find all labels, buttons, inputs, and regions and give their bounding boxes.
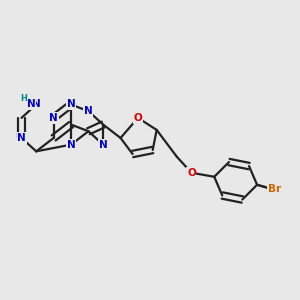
Text: N: N bbox=[67, 100, 75, 110]
Text: N: N bbox=[17, 133, 26, 143]
Text: N: N bbox=[26, 100, 35, 110]
Text: H: H bbox=[20, 94, 27, 103]
Text: O: O bbox=[187, 168, 196, 178]
Text: N: N bbox=[32, 100, 40, 110]
Text: Br: Br bbox=[268, 184, 281, 194]
Text: N: N bbox=[67, 140, 75, 150]
Text: N: N bbox=[99, 140, 107, 150]
Text: N: N bbox=[49, 113, 58, 123]
Text: O: O bbox=[134, 113, 142, 123]
Text: N: N bbox=[84, 106, 93, 116]
